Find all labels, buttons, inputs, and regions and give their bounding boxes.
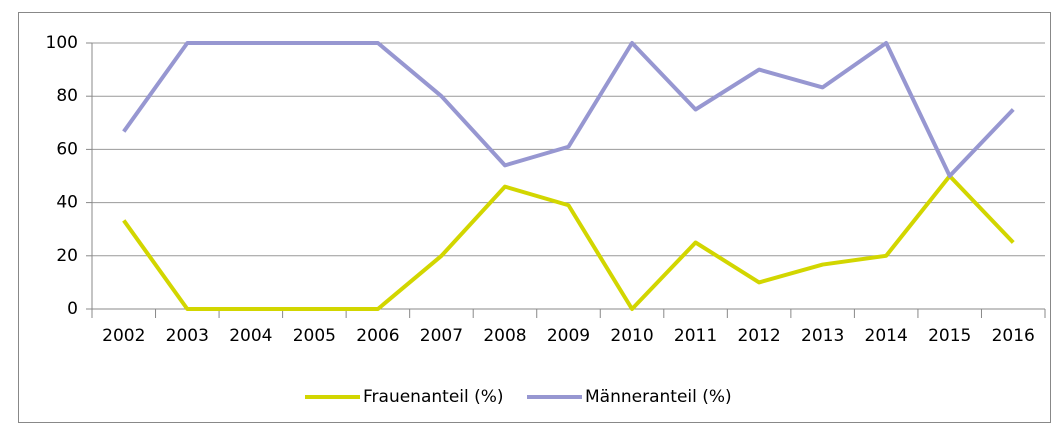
x-tick-label: 2005 xyxy=(293,326,336,346)
x-tick-label: 2014 xyxy=(865,326,908,346)
x-tick-label: 2012 xyxy=(737,326,780,346)
series-line xyxy=(122,41,1015,178)
legend-label: Männeranteil (%) xyxy=(585,387,732,407)
x-tick-label: 2003 xyxy=(166,326,209,346)
x-tick-label: 2015 xyxy=(928,326,971,346)
y-tick-label: 60 xyxy=(56,139,78,159)
x-tick-label: 2009 xyxy=(547,326,590,346)
x-tick-label: 2013 xyxy=(801,326,844,346)
chart-border xyxy=(18,12,1051,423)
y-tick-label: 100 xyxy=(46,33,78,53)
series-line xyxy=(122,174,1015,311)
legend-label: Frauenanteil (%) xyxy=(363,387,504,407)
y-tick-label: 80 xyxy=(56,86,78,106)
x-tick-label: 2010 xyxy=(610,326,653,346)
y-tick-label: 20 xyxy=(56,246,78,266)
x-tick-label: 2007 xyxy=(420,326,463,346)
x-tick-label: 2016 xyxy=(992,326,1035,346)
y-tick-label: 0 xyxy=(67,299,78,319)
x-tick-label: 2004 xyxy=(229,326,272,346)
x-tick-label: 2011 xyxy=(674,326,717,346)
y-tick-label: 40 xyxy=(56,193,78,213)
x-tick-label: 2006 xyxy=(356,326,399,346)
x-tick-label: 2002 xyxy=(102,326,145,346)
x-tick-label: 2008 xyxy=(483,326,526,346)
